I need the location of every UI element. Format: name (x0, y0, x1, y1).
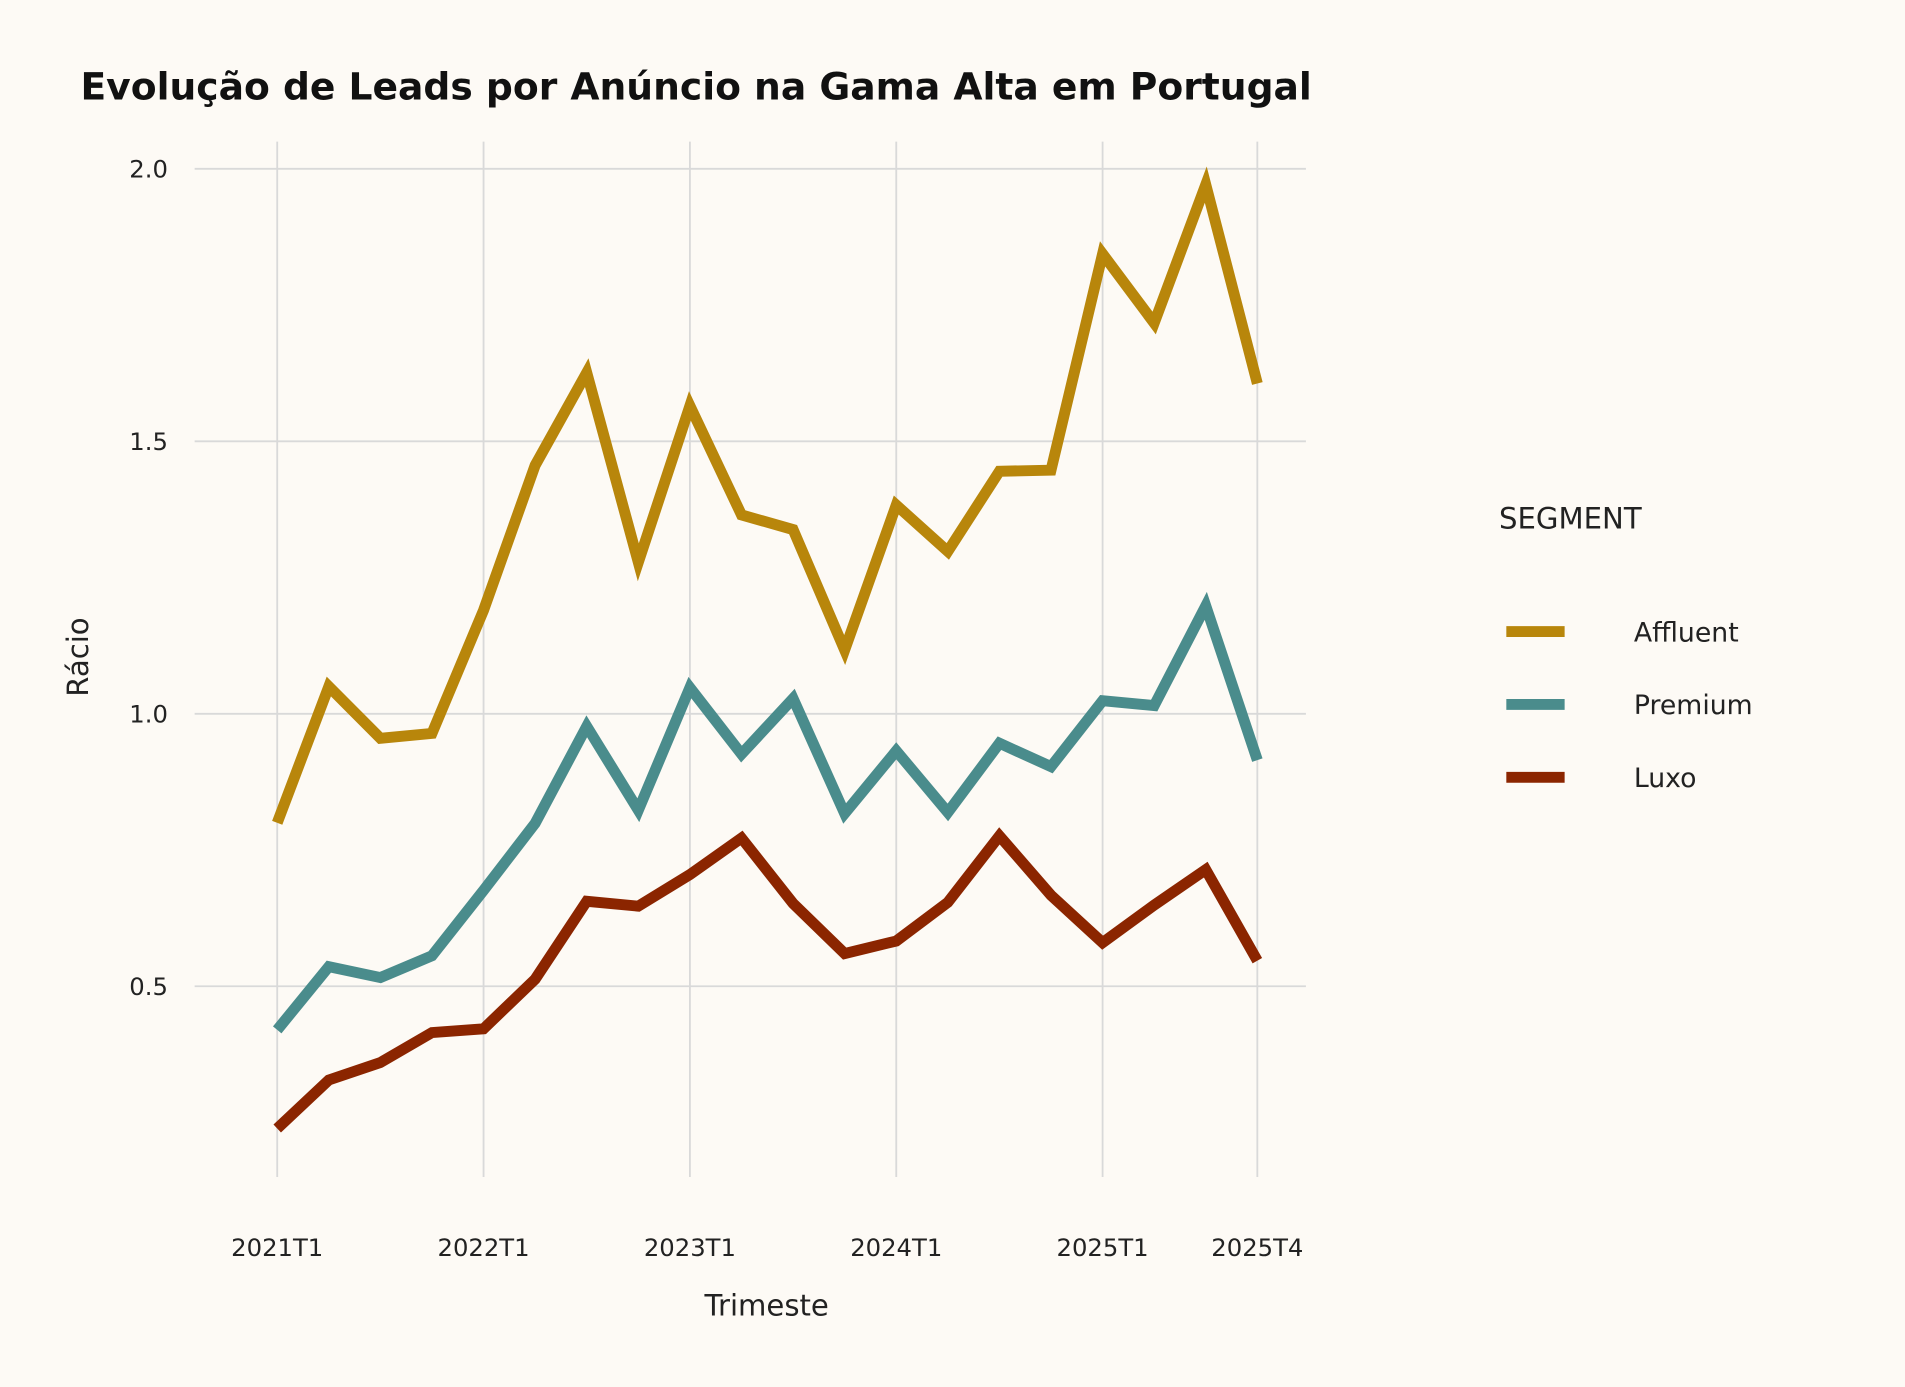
x-tick-label: 2025T1 (1057, 1233, 1149, 1262)
x-axis-label: Trimeste (703, 1288, 828, 1322)
legend: Affluent Premium Luxo (1506, 617, 1753, 794)
y-tick-label: 1.0 (129, 699, 168, 728)
x-axis-ticks: 2021T1 2022T1 2023T1 2024T1 2025T1 2025T4 (231, 1233, 1303, 1262)
chart-title: Evolução de Leads por Anúncio na Gama Al… (80, 65, 1311, 109)
y-axis-ticks: 0.5 1.0 1.5 2.0 (129, 154, 168, 1000)
x-tick-label: 2023T1 (644, 1233, 736, 1262)
y-tick-label: 2.0 (129, 154, 168, 183)
y-axis-label: Rácio (61, 617, 95, 696)
legend-title: SEGMENT (1499, 501, 1642, 535)
x-tick-label: 2021T1 (231, 1233, 323, 1262)
series-line-premium (272, 591, 1263, 1034)
series-lines (272, 166, 1263, 1133)
y-tick-label: 0.5 (129, 972, 168, 1001)
y-tick-label: 1.5 (129, 427, 168, 456)
legend-label-luxo: Luxo (1634, 763, 1697, 794)
legend-label-affluent: Affluent (1634, 617, 1739, 648)
series-line-affluent (272, 166, 1263, 825)
x-tick-label: 2024T1 (850, 1233, 942, 1262)
x-tick-label: 2022T1 (438, 1233, 530, 1262)
gridlines (194, 141, 1306, 1178)
x-tick-label: 2025T4 (1211, 1233, 1303, 1262)
series-line-luxo (273, 827, 1263, 1133)
legend-label-premium: Premium (1634, 690, 1753, 721)
